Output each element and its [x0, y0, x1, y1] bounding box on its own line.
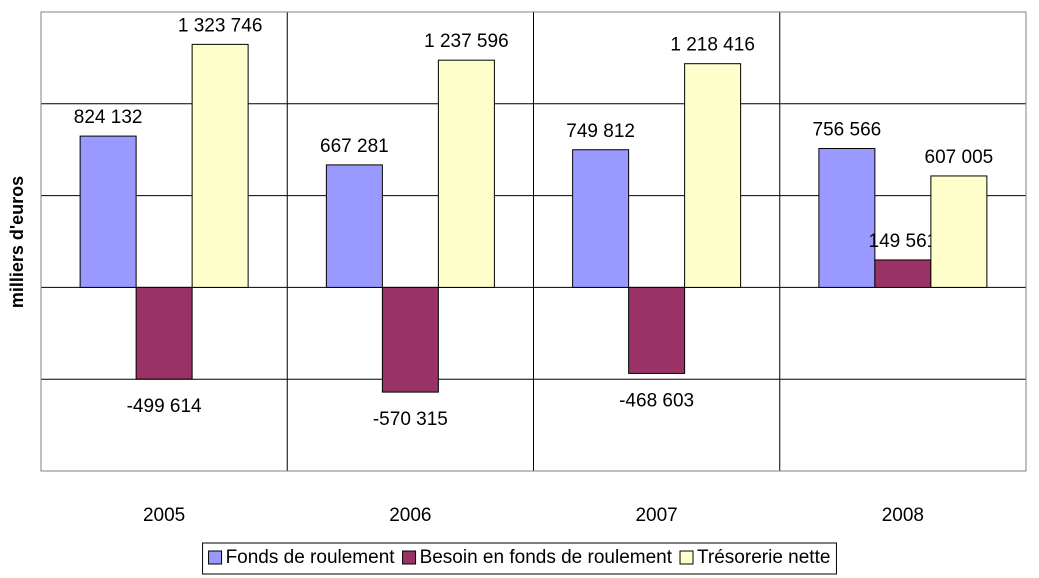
bar [684, 63, 742, 288]
y-axis-label: milliers d'euros [7, 176, 27, 308]
bar [191, 43, 249, 288]
data-label: -499 614 [127, 396, 202, 417]
x-tick-label: 2006 [389, 505, 431, 526]
plot-border [40, 11, 1027, 472]
data-label: -468 603 [619, 390, 694, 411]
data-label: 667 281 [320, 136, 389, 157]
data-label: 1 237 596 [424, 31, 509, 52]
data-label: 1 218 416 [670, 35, 755, 56]
data-label: 749 812 [566, 121, 635, 142]
data-label: 756 566 [813, 120, 882, 141]
legend-swatch [679, 550, 694, 565]
data-label: -570 315 [373, 409, 448, 430]
bar [628, 286, 686, 374]
bar [930, 175, 988, 288]
bar [437, 59, 495, 288]
bar [818, 147, 876, 288]
data-label: 149 561 [869, 231, 938, 252]
x-tick-label: 2005 [143, 505, 185, 526]
data-label: 824 132 [74, 107, 143, 128]
bar [874, 259, 932, 288]
legend-label: Fonds de roulement [226, 547, 396, 568]
legend-swatch [402, 550, 417, 565]
x-tick-label: 2007 [635, 505, 677, 526]
legend-label: Trésorerie nette [697, 547, 830, 568]
legend: Fonds de roulement Besoin en fonds de rou… [202, 542, 837, 575]
bar [135, 286, 193, 380]
legend-label: Besoin en fonds de roulement [420, 547, 673, 568]
legend-swatch [208, 550, 223, 565]
legend-border [202, 542, 837, 575]
bar [79, 135, 137, 288]
data-label: 1 323 746 [178, 15, 263, 36]
bar [572, 149, 630, 288]
bar [381, 286, 439, 393]
x-tick-label: 2008 [882, 505, 924, 526]
data-label: 607 005 [925, 147, 994, 168]
bar [325, 164, 383, 288]
